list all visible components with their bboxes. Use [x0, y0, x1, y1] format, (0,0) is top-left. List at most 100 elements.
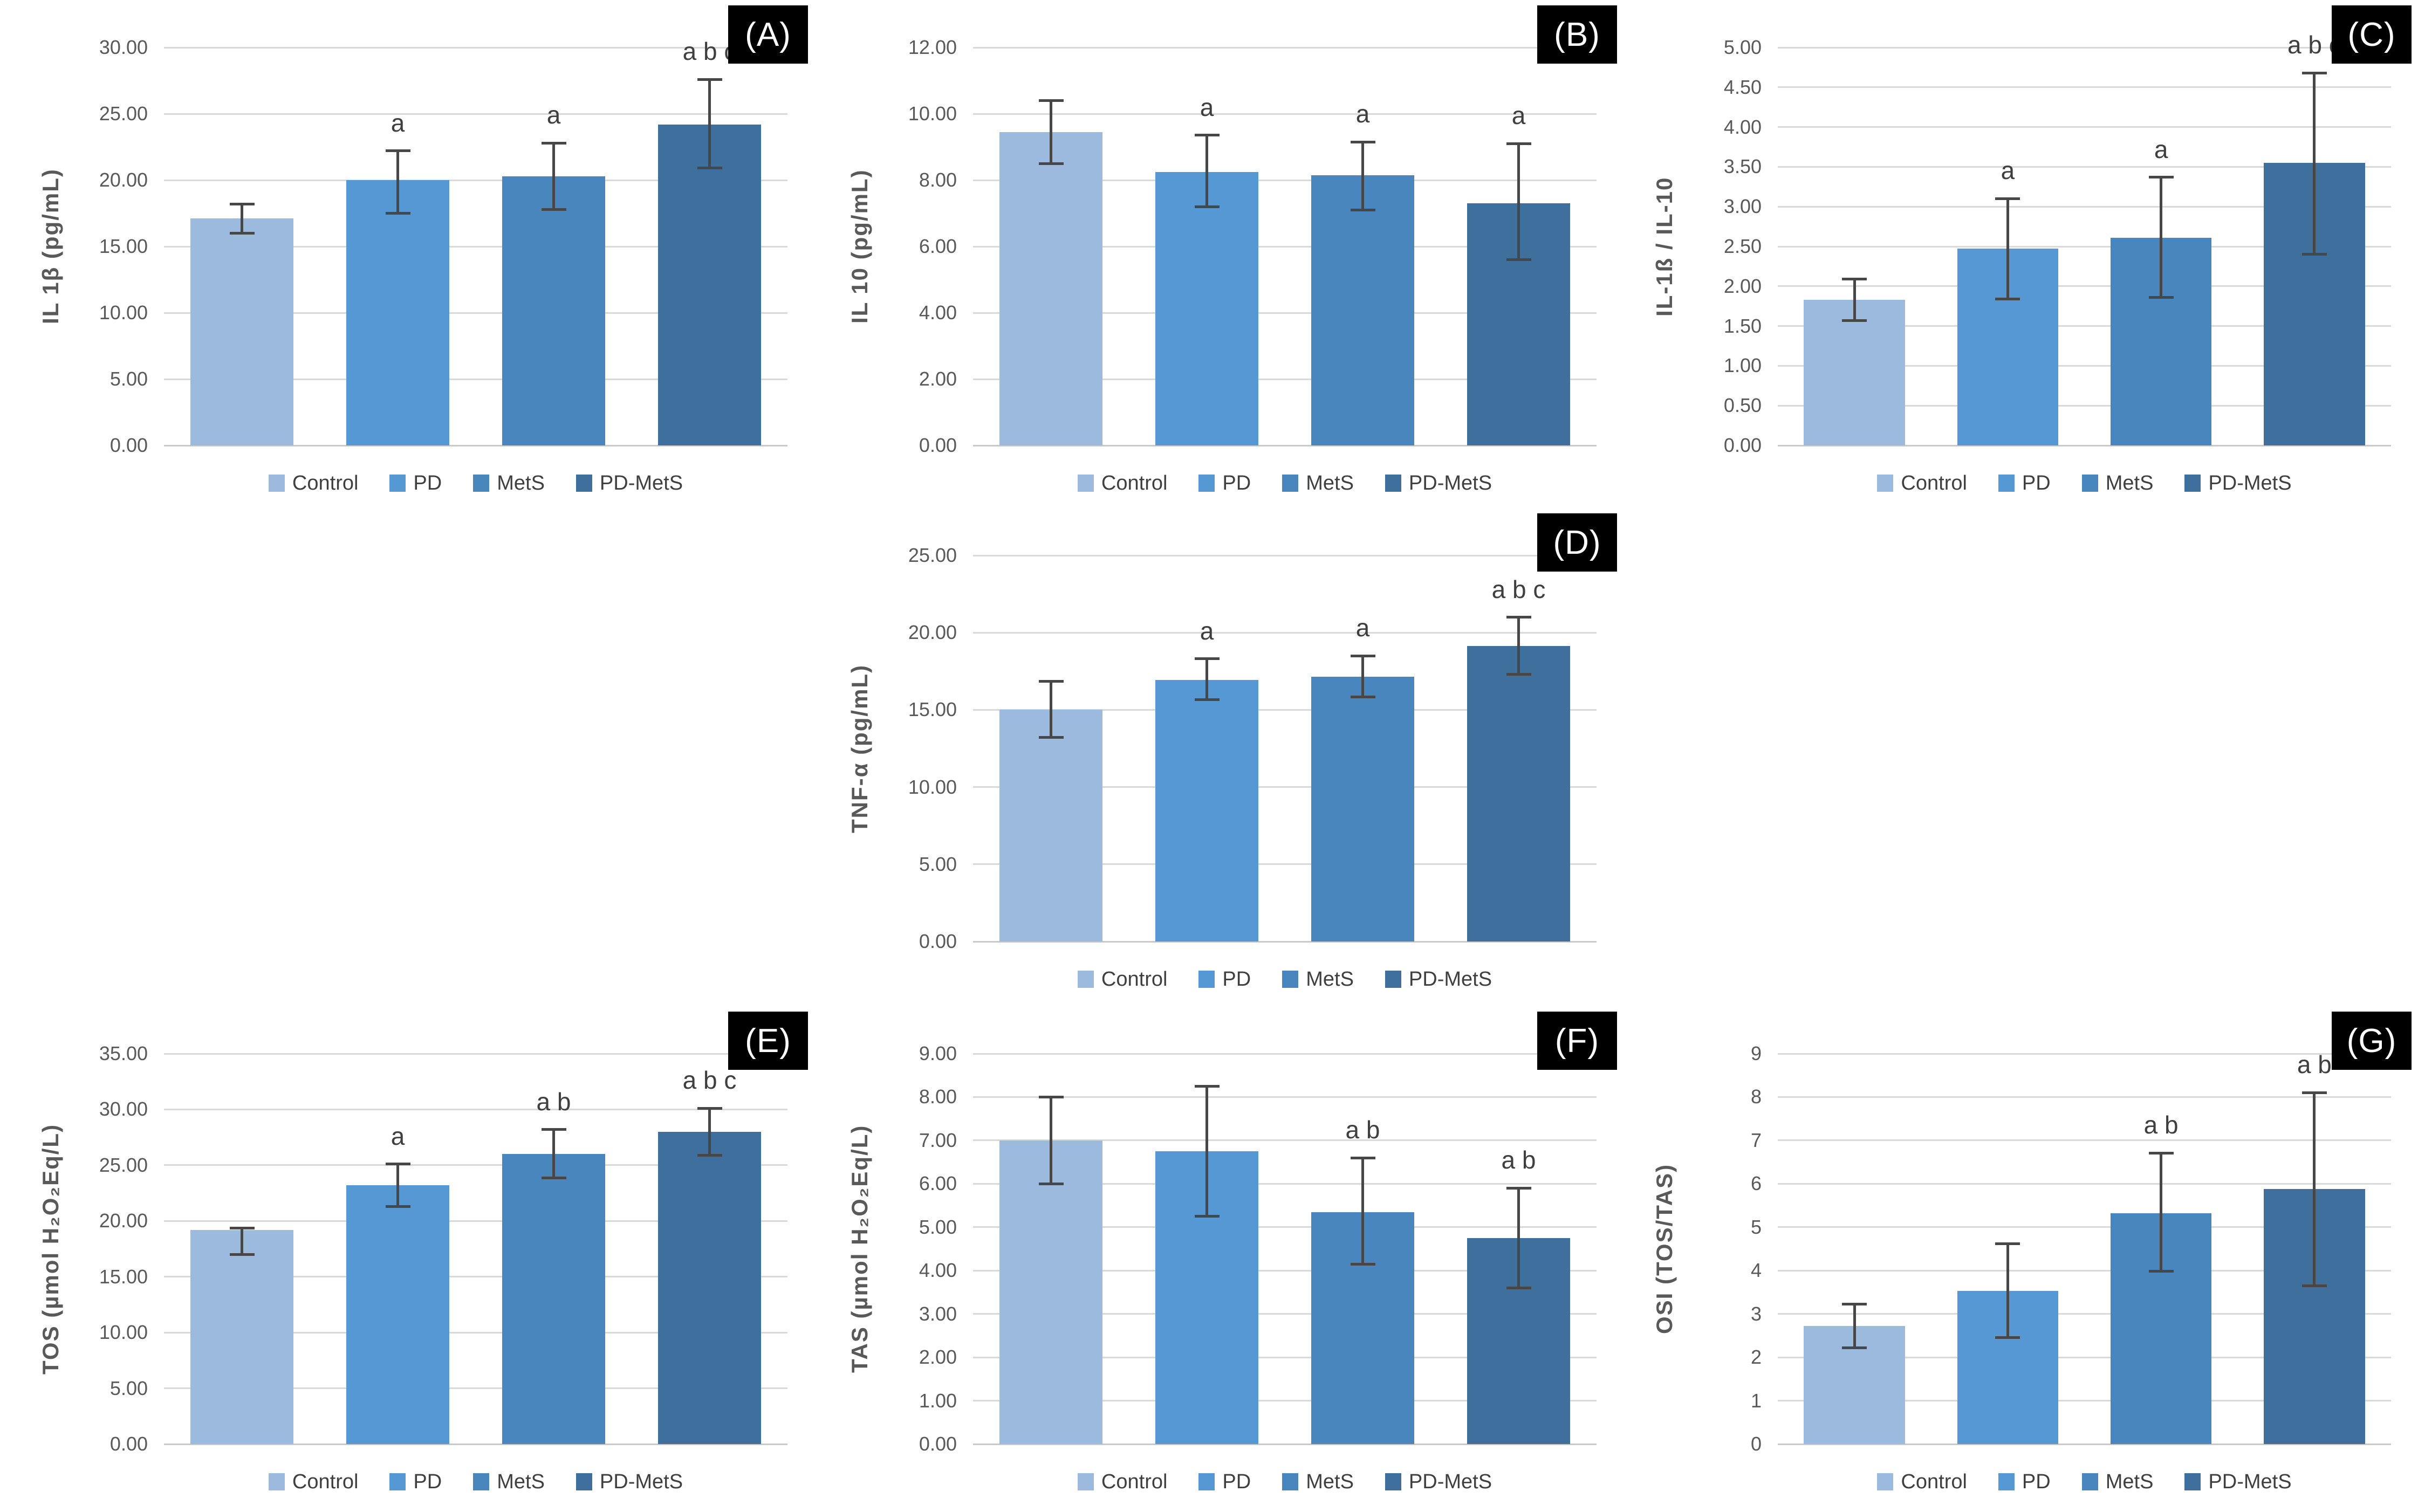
legend-label: MetS — [1306, 1470, 1354, 1493]
y-gridline — [1778, 1053, 2391, 1055]
legend-item-pd-mets: PD-MetS — [1385, 1470, 1492, 1493]
legend-item-mets: MetS — [1282, 1470, 1354, 1493]
y-gridline — [973, 245, 1597, 248]
significance-letters: a — [391, 1122, 405, 1150]
legend-item-control: Control — [1077, 1470, 1168, 1493]
error-bar — [708, 1108, 711, 1156]
y-gridline — [973, 709, 1597, 711]
legend-swatch-mets — [473, 475, 490, 492]
legend-swatch-mets — [1282, 475, 1299, 492]
bar-pd-mets — [658, 1131, 761, 1444]
legend-swatch-mets — [473, 1473, 490, 1490]
y-gridline — [164, 1108, 787, 1110]
bar-pd — [346, 1185, 449, 1444]
bar-control — [190, 218, 293, 445]
y-tick-label: 6 — [1750, 1172, 1762, 1195]
bar-control — [999, 1140, 1102, 1444]
legend-swatch-pd — [389, 1473, 406, 1490]
error-bar-cap-top — [1506, 616, 1531, 619]
legend-label: PD — [1222, 472, 1251, 494]
y-tick-label: 9.00 — [919, 1042, 957, 1064]
significance-letters: a — [1200, 93, 1214, 121]
legend-swatch-control — [268, 475, 285, 492]
legend-label: Control — [292, 1470, 359, 1493]
y-gridline — [1778, 126, 2391, 128]
y-tick-label: 30.00 — [99, 1098, 148, 1121]
y-tick-label: 4.00 — [919, 301, 957, 324]
y-gridline — [973, 786, 1597, 788]
legend: Control PD MetS PD-MetS — [164, 1462, 787, 1501]
significance-letters: a b — [2143, 1111, 2179, 1139]
legend-item-pd: PD — [389, 472, 442, 494]
y-gridline — [973, 863, 1597, 865]
legend-label: PD-MetS — [1408, 968, 1492, 991]
x-axis-baseline — [973, 1443, 1597, 1445]
y-tick-label: 30.00 — [99, 36, 148, 58]
legend-swatch-control — [1077, 1473, 1094, 1490]
legend-swatch-mets — [1282, 1473, 1299, 1490]
legend-label: MetS — [2105, 1470, 2154, 1493]
legend-label: PD-MetS — [1408, 472, 1492, 494]
legend-label: PD — [1222, 1470, 1251, 1493]
chart-panel-g: OSI (TOS/TAS) 9 8 7 6 5 4 3 2 1 0 a b a b Control PD Me… — [1635, 1011, 2414, 1509]
error-bar-cap-bottom — [1995, 297, 2020, 300]
chart-panel-b: IL 10 (pg/mL) 12.00 10.00 8.00 6.00 4.00 2.00 0… — [831, 4, 1619, 510]
y-tick-label: 35.00 — [99, 1042, 148, 1064]
error-bar — [1361, 1158, 1364, 1264]
error-bar-cap-top — [229, 1227, 255, 1230]
y-gridline — [1778, 86, 2391, 88]
error-bar-cap-top — [1842, 1303, 1867, 1306]
y-gridline — [1778, 1356, 2391, 1358]
significance-letters: a — [1355, 100, 1370, 128]
legend-swatch-pd-mets — [2184, 1473, 2201, 1490]
error-bar-cap-bottom — [697, 1153, 722, 1157]
error-bar-cap-top — [2148, 1151, 2174, 1154]
legend-swatch-pd — [389, 475, 406, 492]
error-bar — [1517, 617, 1520, 675]
error-bar — [1517, 143, 1520, 260]
y-gridline — [973, 1183, 1597, 1185]
error-bar-cap-top — [1506, 142, 1531, 145]
y-tick-label: 0 — [1750, 1433, 1762, 1455]
legend-swatch-pd-mets — [576, 475, 592, 492]
error-bar-cap-top — [1350, 140, 1375, 143]
x-axis-baseline — [164, 444, 787, 446]
y-gridline — [1778, 1096, 2391, 1098]
chart-panel-a: IL 1β (pg/mL) 30.00 25.00 20.00 15.00 10.00 5.… — [22, 4, 810, 510]
y-gridline — [973, 1053, 1597, 1055]
y-gridline — [973, 378, 1597, 380]
y-gridline — [1778, 205, 2391, 208]
y-tick-label: 10.00 — [908, 775, 957, 798]
x-axis-baseline — [1778, 444, 2391, 446]
legend-label: Control — [1101, 1470, 1168, 1493]
y-gridline — [1778, 1269, 2391, 1272]
y-gridline — [1778, 365, 2391, 367]
legend-label: PD-MetS — [1408, 1470, 1492, 1493]
y-tick-label: 9 — [1750, 1042, 1762, 1064]
y-tick-label: 2.00 — [919, 1346, 957, 1369]
legend-label: PD-MetS — [599, 472, 683, 494]
legend-swatch-pd — [1998, 1473, 2015, 1490]
legend-label: Control — [1101, 472, 1168, 494]
y-tick-label: 5.00 — [109, 368, 148, 390]
panel-label-box: (E) — [728, 1012, 808, 1070]
error-bar-cap-bottom — [2301, 253, 2327, 256]
y-gridline — [973, 46, 1597, 49]
y-tick-label: 8.00 — [919, 169, 957, 191]
y-tick-label: 0.00 — [919, 1433, 957, 1455]
y-gridline — [1778, 285, 2391, 287]
legend-label: MetS — [2105, 472, 2154, 494]
panel-label-box: (B) — [1537, 5, 1617, 64]
legend-label: MetS — [497, 472, 545, 494]
legend-swatch-control — [1877, 1473, 1894, 1490]
error-bar — [1361, 656, 1364, 697]
y-tick-label: 4.00 — [1723, 115, 1762, 138]
y-tick-label: 3.00 — [919, 1302, 957, 1325]
y-tick-label: 2 — [1750, 1346, 1762, 1369]
y-tick-label: 0.00 — [919, 434, 957, 456]
y-gridline — [1778, 1313, 2391, 1315]
legend-item-pd-mets: PD-MetS — [576, 472, 683, 494]
bar-control — [999, 710, 1102, 941]
y-tick-label: 3.50 — [1723, 155, 1762, 178]
legend-label: PD — [2022, 1470, 2051, 1493]
